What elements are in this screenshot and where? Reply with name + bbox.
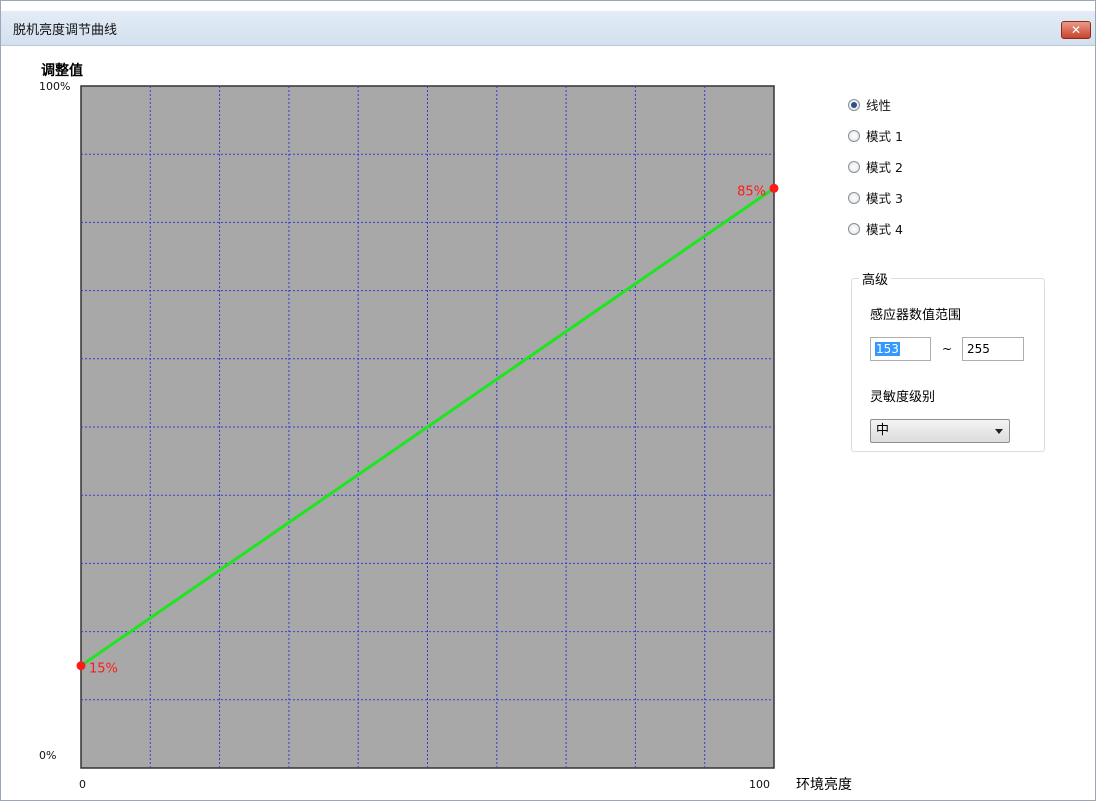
radio-button-icon[interactable] bbox=[848, 222, 860, 235]
sensitivity-value: 中 bbox=[876, 423, 890, 438]
y-axis-max-label: 100% bbox=[39, 80, 71, 93]
curve-line bbox=[80, 187, 775, 667]
x-axis-min-label: 0 bbox=[79, 778, 86, 791]
radio-button-icon[interactable] bbox=[848, 98, 860, 111]
close-button[interactable]: ✕ bbox=[1061, 21, 1091, 39]
x-axis-max-label: 100 bbox=[749, 778, 770, 791]
window-title: 脱机亮度调节曲线 bbox=[13, 23, 118, 38]
mode-radio-group: 线性 模式 1 模式 2 模式 3 模式 4 bbox=[848, 89, 903, 244]
curve-point-handle[interactable] bbox=[769, 183, 779, 193]
x-axis-title: 环境亮度 bbox=[796, 777, 852, 793]
radio-button-icon[interactable] bbox=[848, 129, 860, 142]
title-bar: 脱机亮度调节曲线 ✕ bbox=[1, 11, 1095, 46]
radio-label: 模式 3 bbox=[866, 191, 903, 206]
y-axis-title: 调整值 bbox=[41, 63, 83, 79]
sensor-range-min-value: 153 bbox=[875, 342, 900, 356]
radio-button-icon[interactable] bbox=[848, 160, 860, 173]
curve-point-handle[interactable] bbox=[76, 661, 86, 671]
advanced-group-title: 高级 bbox=[859, 269, 892, 288]
sensitivity-select[interactable]: 中 bbox=[870, 419, 1010, 443]
curve-chart[interactable]: 15% 85% bbox=[76, 85, 779, 769]
curve-point-label: 85% bbox=[737, 184, 766, 199]
range-separator: ~ bbox=[942, 342, 953, 356]
sensor-range-max-input[interactable]: 255 bbox=[962, 337, 1024, 361]
chevron-down-icon[interactable] bbox=[995, 429, 1003, 434]
radio-button-icon[interactable] bbox=[848, 191, 860, 204]
sensor-range-label: 感应器数值范围 bbox=[870, 308, 962, 323]
radio-mode-4[interactable]: 模式 4 bbox=[848, 213, 903, 244]
sensitivity-label: 灵敏度级别 bbox=[870, 390, 936, 405]
radio-label: 模式 2 bbox=[866, 160, 903, 175]
radio-label: 模式 1 bbox=[866, 129, 903, 144]
radio-label: 模式 4 bbox=[866, 222, 903, 237]
radio-label: 线性 bbox=[866, 98, 892, 113]
curve-point-label: 15% bbox=[89, 662, 118, 677]
radio-mode-3[interactable]: 模式 3 bbox=[848, 182, 903, 213]
y-axis-min-label: 0% bbox=[39, 749, 57, 762]
radio-mode-2[interactable]: 模式 2 bbox=[848, 151, 903, 182]
radio-mode-1[interactable]: 模式 1 bbox=[848, 120, 903, 151]
advanced-group-box bbox=[851, 278, 1045, 452]
radio-mode-linear[interactable]: 线性 bbox=[848, 89, 903, 120]
sensor-range-min-input[interactable]: 153 bbox=[870, 337, 931, 361]
